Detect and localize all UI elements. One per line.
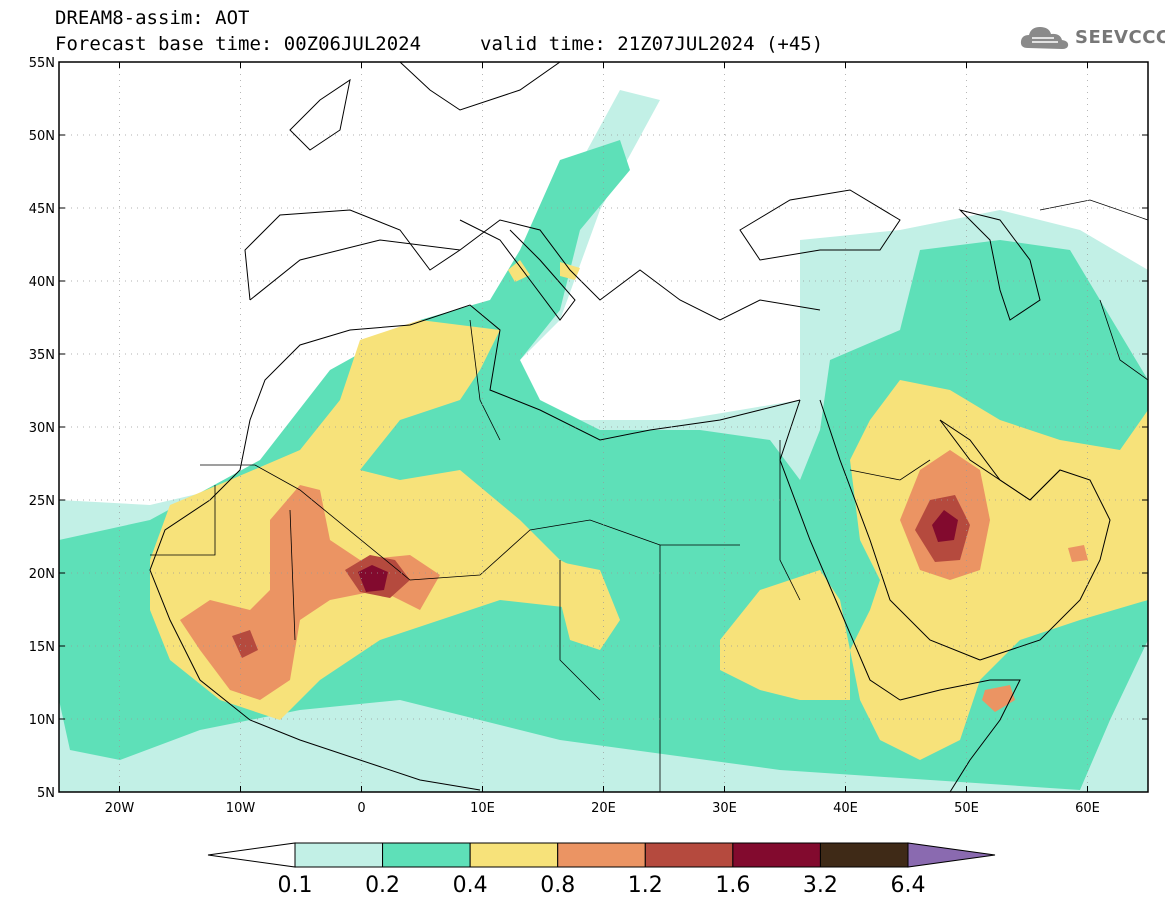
lat-label: 45N <box>29 202 55 217</box>
italy <box>459 219 576 321</box>
red-sea-coast-west <box>779 399 901 701</box>
colorbar-label: 0.8 <box>540 873 575 898</box>
colorbar-label: 3.2 <box>803 873 838 898</box>
latitude-axis: 55N 50N 45N 40N 35N 30N 25N 20N 15N 10N 5N <box>29 56 1148 801</box>
colorbar-box <box>557 842 646 868</box>
cloud-icon <box>1020 27 1069 49</box>
lon-label: 40E <box>833 801 858 816</box>
lon-label: 50E <box>954 801 979 816</box>
caspian-sea <box>958 209 1041 321</box>
west-africa-coast <box>149 469 481 791</box>
lat-label: 55N <box>29 56 55 71</box>
uk <box>289 78 351 151</box>
red-sea-coast-east <box>819 399 981 661</box>
lat-label: 40N <box>29 275 55 290</box>
colorbar-high-arrow <box>907 842 996 868</box>
lon-label: 30E <box>712 801 737 816</box>
lon-label: 10E <box>470 801 495 816</box>
lat-label: 50N <box>29 129 55 144</box>
colorbar-box <box>294 842 384 868</box>
lon-label: 0 <box>357 801 365 816</box>
lat-label: 10N <box>29 713 55 728</box>
colorbar-box <box>469 842 559 868</box>
colorbar-low-arrow <box>207 842 296 868</box>
aot-band-04-central <box>550 560 620 650</box>
colorbar-box <box>382 842 471 868</box>
colorbar-label: 1.6 <box>715 873 750 898</box>
coastlines <box>149 62 1111 792</box>
seevccc-logo: SEEVCCC <box>1018 22 1165 52</box>
iberia <box>244 209 461 301</box>
longitude-axis: 20W 10W 0 10E 20E 30E 40E 50E 60E <box>105 62 1100 816</box>
aot-band-04-sudan <box>720 570 850 700</box>
lat-label: 30N <box>29 421 55 436</box>
lat-label: 20N <box>29 567 55 582</box>
horn-of-africa <box>899 679 1021 792</box>
colorbar-label: 1.2 <box>628 873 663 898</box>
aot-band-04-med1 <box>508 260 530 282</box>
arabia-coast <box>939 419 1111 661</box>
lat-label: 25N <box>29 494 55 509</box>
forecast-base-time: Forecast base time: 00Z06JUL2024 <box>55 33 422 55</box>
colorbar: 0.1 0.2 0.4 0.8 1.2 1.6 3.2 6.4 <box>207 842 996 898</box>
black-sea <box>739 189 901 261</box>
aot-band-08-oman <box>1068 545 1088 562</box>
europe-south-coast <box>249 219 821 321</box>
title-line-1: DREAM8-assim: AOT <box>55 7 250 29</box>
logo-text: SEEVCCC <box>1075 26 1165 48</box>
aot-band-16-east <box>932 510 958 542</box>
persian-gulf <box>939 419 1061 501</box>
lat-label: 5N <box>37 786 55 801</box>
lat-label: 35N <box>29 348 55 363</box>
colorbar-label: 0.2 <box>365 873 400 898</box>
borders <box>150 199 1148 792</box>
north-africa-coast <box>239 304 801 471</box>
aot-band-08-horn <box>982 685 1015 712</box>
lon-label: 20E <box>591 801 616 816</box>
valid-time: valid time: 21Z07JUL2024 (+45) <box>480 33 824 55</box>
lon-label: 10W <box>226 801 256 816</box>
colorbar-box <box>732 842 821 868</box>
scandinavia <box>399 62 561 111</box>
lon-label: 60E <box>1075 801 1100 816</box>
aot-band-16-west <box>358 565 388 592</box>
colorbar-label: 0.1 <box>278 873 313 898</box>
lon-label: 20W <box>105 801 135 816</box>
lat-label: 15N <box>29 640 55 655</box>
colorbar-box <box>819 842 909 868</box>
colorbar-label: 0.4 <box>453 873 488 898</box>
colorbar-label: 6.4 <box>891 873 926 898</box>
aot-band-12-sw <box>232 630 258 658</box>
colorbar-box <box>644 842 734 868</box>
